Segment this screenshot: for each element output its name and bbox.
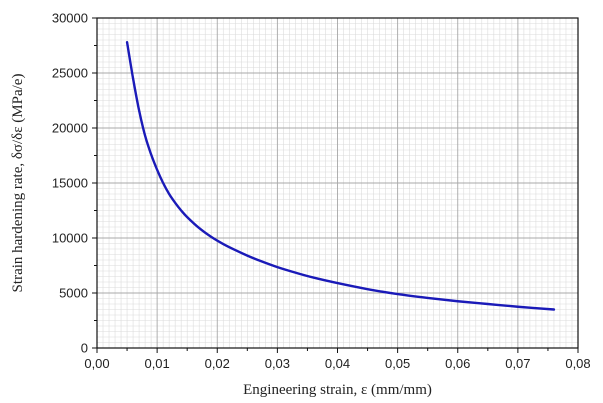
x-tick-label: 0,02 [205, 356, 230, 371]
x-tick-labels: 0,00 0,01 0,02 0,03 0,04 0,05 0,06 0,07 0,08 [84, 356, 590, 371]
x-tick-label: 0,06 [445, 356, 470, 371]
x-tick-label: 0,04 [325, 356, 350, 371]
y-tick-label: 25000 [52, 66, 88, 81]
x-axis-title: Engineering strain, ε (mm/mm) [243, 382, 432, 398]
y-tick-label: 5000 [59, 286, 88, 301]
x-tick-label: 0,05 [385, 356, 410, 371]
series-line [125, 41, 556, 311]
x-tick-label: 0,01 [144, 356, 169, 371]
y-tick-label: 15000 [52, 176, 88, 191]
y-tick-labels: 0 5000 10000 15000 20000 25000 30000 [52, 11, 88, 356]
y-tick-label: 10000 [52, 231, 88, 246]
axis-ticks [92, 17, 579, 353]
x-tick-label: 0,08 [565, 356, 590, 371]
y-tick-label: 30000 [52, 11, 88, 26]
x-tick-label: 0,07 [505, 356, 530, 371]
y-tick-label: 0 [81, 341, 88, 356]
x-tick-label: 0,00 [84, 356, 109, 371]
y-tick-label: 20000 [52, 121, 88, 136]
series-layer [125, 41, 556, 311]
x-tick-label: 0,03 [265, 356, 290, 371]
y-axis-title: Strain hardening rate, δσ/δε (MPa/e) [10, 74, 26, 293]
